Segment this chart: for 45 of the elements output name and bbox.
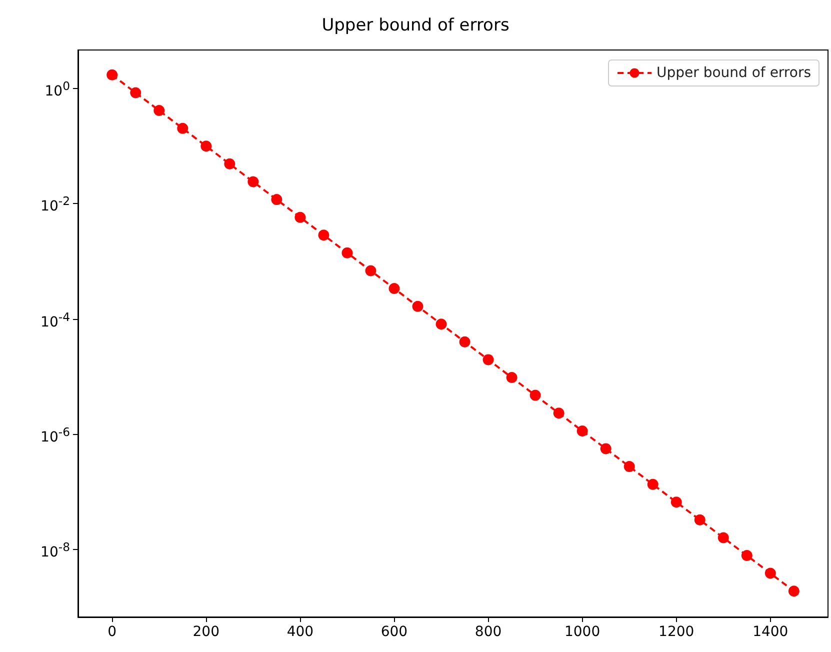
point [506, 372, 518, 384]
point [600, 443, 612, 454]
x-tick-label: 1200 [658, 624, 694, 640]
point [764, 568, 776, 579]
point [130, 87, 142, 98]
legend-label: Upper bound of errors [656, 65, 812, 81]
point [318, 230, 330, 241]
point [670, 496, 682, 508]
point [200, 140, 212, 152]
point [271, 194, 282, 206]
point [741, 550, 752, 562]
x-tick-label: 400 [286, 624, 314, 640]
point [388, 283, 400, 294]
point [624, 461, 635, 472]
point [530, 390, 541, 401]
point [294, 212, 306, 223]
y-tick-label: 10$^{0}$ [44, 79, 70, 100]
point [412, 300, 424, 312]
point [106, 69, 118, 80]
point [553, 408, 564, 419]
point [177, 122, 188, 134]
point [154, 105, 165, 116]
point [788, 586, 800, 597]
y-tick-label: 10$^{-8}$ [40, 540, 70, 561]
x-tick-label: 600 [380, 624, 408, 640]
point [694, 514, 706, 526]
point [248, 176, 259, 188]
x-tick-label: 200 [192, 624, 220, 640]
point [482, 354, 494, 366]
point [365, 265, 376, 276]
point [436, 318, 447, 330]
x-tick-label: 1400 [752, 624, 788, 640]
x-tick-label: 0 [108, 624, 117, 640]
x-tick-label: 800 [474, 624, 502, 640]
point [576, 425, 588, 436]
y-tick-label: 10$^{-4}$ [40, 310, 70, 330]
point [718, 532, 729, 544]
point [342, 247, 353, 258]
point [459, 336, 470, 348]
chart-title: Upper bound of errors [322, 16, 510, 36]
x-tick-label: 1000 [564, 624, 600, 640]
point [647, 478, 658, 490]
y-tick-label: 10$^{-2}$ [40, 194, 70, 216]
y-tick-label: 10$^{-6}$ [40, 425, 70, 446]
point [224, 158, 236, 170]
